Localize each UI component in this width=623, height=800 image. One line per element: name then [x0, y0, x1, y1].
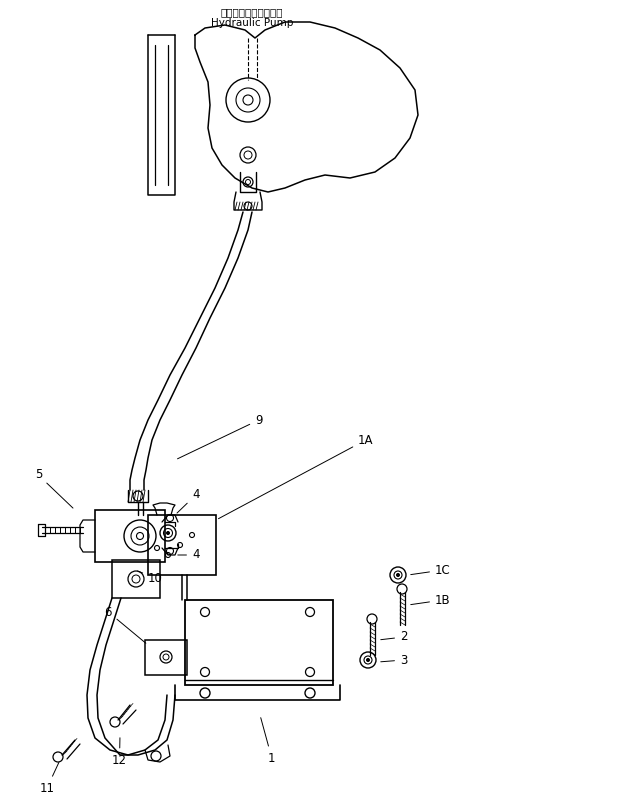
- Bar: [148, 515, 216, 575]
- Text: 9: 9: [178, 414, 262, 459]
- Circle shape: [166, 531, 169, 534]
- Circle shape: [396, 574, 399, 577]
- Bar: [185, 600, 333, 685]
- Text: ハイドロリックポンプ: ハイドロリックポンプ: [221, 7, 283, 17]
- Text: 4: 4: [177, 489, 199, 513]
- Circle shape: [366, 658, 369, 662]
- Text: 1B: 1B: [411, 594, 450, 606]
- Text: 2: 2: [381, 630, 407, 643]
- Text: 1C: 1C: [411, 563, 451, 577]
- Bar: [112, 560, 160, 598]
- Text: 6: 6: [105, 606, 146, 643]
- Text: 1: 1: [261, 718, 275, 765]
- Text: 3: 3: [381, 654, 407, 666]
- Text: 5: 5: [35, 469, 73, 508]
- Text: 1A: 1A: [219, 434, 374, 518]
- Text: 4: 4: [178, 549, 199, 562]
- Text: 10: 10: [138, 571, 163, 585]
- Bar: [95, 510, 165, 562]
- Text: 11: 11: [39, 762, 59, 794]
- Text: Hydraulic Pump: Hydraulic Pump: [211, 18, 293, 28]
- Bar: [145, 640, 187, 675]
- Text: 12: 12: [112, 738, 127, 766]
